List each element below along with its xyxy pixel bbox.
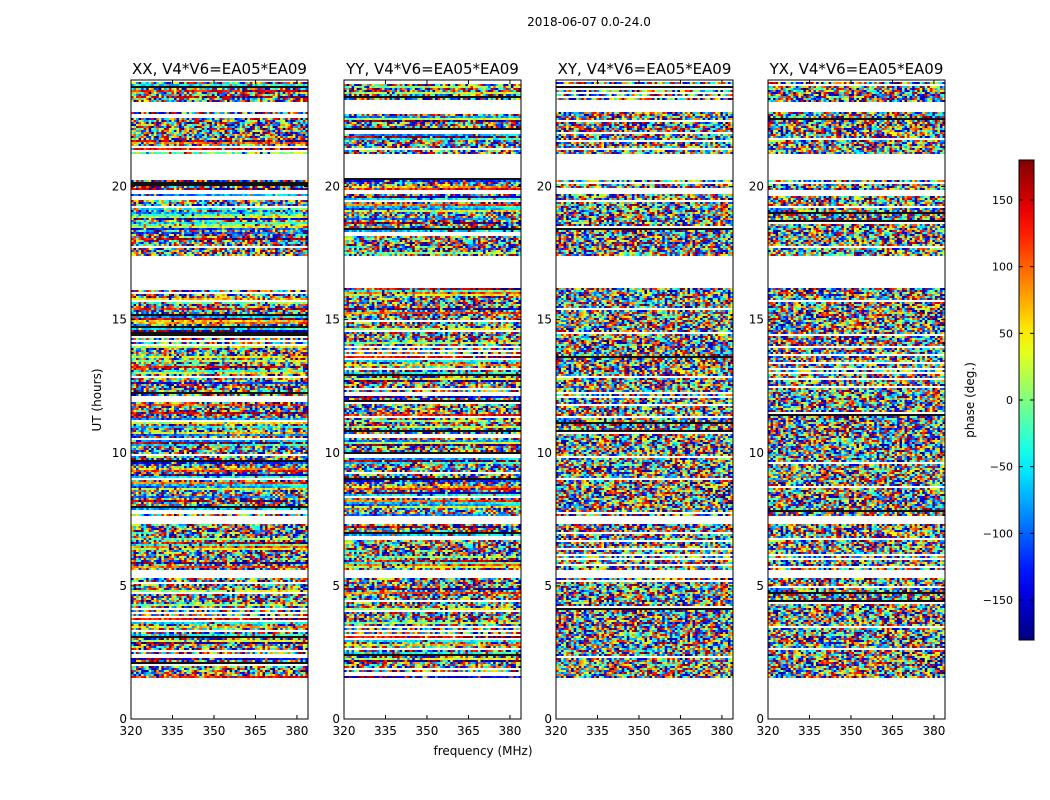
y-axis-label: UT (hours) xyxy=(90,368,104,431)
x-tick-label: 380 xyxy=(285,724,308,738)
panel-frame xyxy=(767,79,946,720)
panel-title: XX, V4*V6=EA05*EA09 xyxy=(132,60,307,78)
phase-heatmap xyxy=(768,82,945,678)
x-tick-label: 350 xyxy=(416,724,439,738)
y-tick-label: 20 xyxy=(749,180,764,194)
y-tick-label: 10 xyxy=(537,446,552,460)
x-tick-label: 350 xyxy=(628,724,651,738)
panel-title: XY, V4*V6=EA05*EA09 xyxy=(558,60,732,78)
x-tick-label: 320 xyxy=(333,724,356,738)
x-tick-label: 320 xyxy=(757,724,780,738)
x-tick-label: 335 xyxy=(798,724,821,738)
phase-heatmap xyxy=(131,82,308,678)
y-tick-label: 15 xyxy=(112,313,127,327)
panel-frame xyxy=(343,79,522,720)
colorbar-label: phase (deg.) xyxy=(963,362,977,438)
x-tick-label: 320 xyxy=(120,724,143,738)
x-tick-label: 335 xyxy=(161,724,184,738)
y-tick-label: 20 xyxy=(325,180,340,194)
y-tick-label: 10 xyxy=(112,446,127,460)
x-axis-label: frequency (MHz) xyxy=(433,744,532,758)
y-tick-label: 15 xyxy=(537,313,552,327)
x-tick-label: 335 xyxy=(586,724,609,738)
colorbar: −150 −100 −50 0 50 100 150 xyxy=(983,159,1035,641)
y-tick-label: 0 xyxy=(756,712,764,726)
x-tick-label: 365 xyxy=(244,724,267,738)
x-tick-label: 365 xyxy=(881,724,904,738)
x-tick-label: 380 xyxy=(922,724,945,738)
colorbar-tick-label: −100 xyxy=(983,527,1013,540)
phase-heatmap xyxy=(344,84,521,678)
panels-group: XX, V4*V6=EA05*EA09 320 335 350 365 380 0 5 10 15… xyxy=(112,60,946,738)
x-tick-label: 335 xyxy=(374,724,397,738)
y-tick-label: 10 xyxy=(325,446,340,460)
colorbar-tick-label: 0 xyxy=(1006,394,1013,407)
panel-frame xyxy=(555,79,734,720)
x-tick-label: 380 xyxy=(710,724,733,738)
y-tick-label: 5 xyxy=(756,579,764,593)
y-tick-label: 20 xyxy=(112,180,127,194)
panel-yy: YY, V4*V6=EA05*EA09 320 335 350 365 380 0 5 10 15… xyxy=(325,60,522,738)
y-tick-label: 20 xyxy=(537,180,552,194)
y-tick-label: 0 xyxy=(332,712,340,726)
colorbar-tick-label: 150 xyxy=(992,194,1013,207)
panel-title: YY, V4*V6=EA05*EA09 xyxy=(345,60,519,78)
colorbar-tick-label: 50 xyxy=(999,327,1013,340)
colorbar-tick-label: −50 xyxy=(990,461,1013,474)
panel-xx: XX, V4*V6=EA05*EA09 320 335 350 365 380 0 5 10 15… xyxy=(112,60,309,738)
x-tick-label: 350 xyxy=(203,724,226,738)
x-tick-label: 350 xyxy=(840,724,863,738)
y-tick-label: 5 xyxy=(544,579,552,593)
figure-title: 2018-06-07 0.0-24.0 xyxy=(527,15,651,29)
colorbar-tick-label: −150 xyxy=(983,594,1013,607)
y-tick-label: 0 xyxy=(544,712,552,726)
colorbar-tick-label: 100 xyxy=(992,261,1013,274)
x-tick-label: 365 xyxy=(669,724,692,738)
panel-yx: YX, V4*V6=EA05*EA09 320 335 350 365 380 0 5 10 15… xyxy=(749,60,946,738)
y-tick-label: 0 xyxy=(119,712,127,726)
y-tick-label: 15 xyxy=(325,313,340,327)
phase-heatmap xyxy=(556,82,733,678)
y-tick-label: 15 xyxy=(749,313,764,327)
y-tick-label: 5 xyxy=(332,579,340,593)
x-tick-label: 320 xyxy=(545,724,568,738)
panel-xy: XY, V4*V6=EA05*EA09 320 335 350 365 380 0 5 10 15… xyxy=(537,60,734,738)
x-tick-label: 365 xyxy=(457,724,480,738)
x-tick-label: 380 xyxy=(498,724,521,738)
y-tick-label: 10 xyxy=(749,446,764,460)
panel-frame xyxy=(130,79,309,720)
y-tick-label: 5 xyxy=(119,579,127,593)
panel-title: YX, V4*V6=EA05*EA09 xyxy=(769,60,944,78)
